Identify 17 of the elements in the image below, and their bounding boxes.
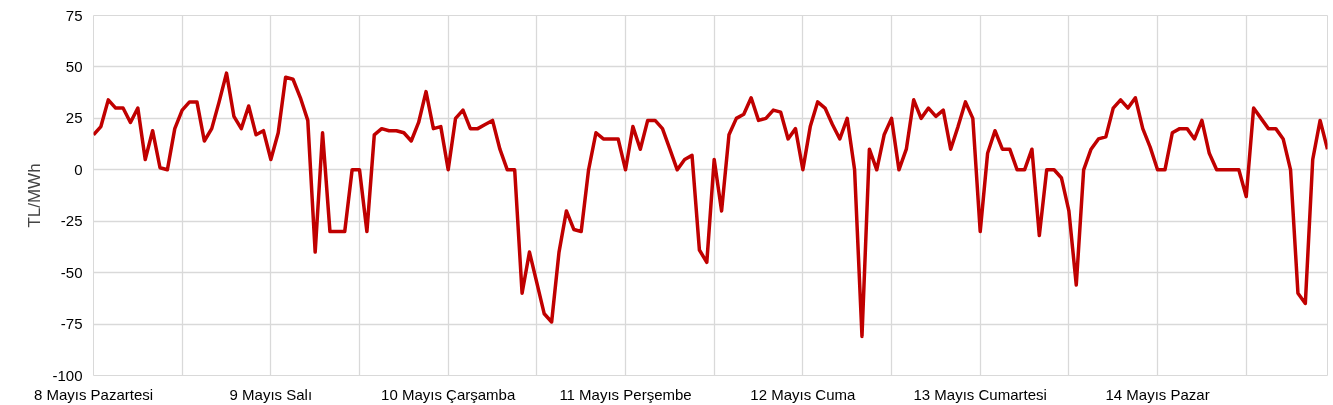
y-tick-label: 50 [65,57,83,75]
x-tick-label: 12 Mayıs Cuma [750,385,857,403]
y-tick-label: -50 [60,263,83,281]
x-tick-label: 8 Mayıs Pazartesi [33,385,154,403]
y-tick-label: -100 [52,366,83,384]
y-tick-label: -25 [60,212,83,230]
x-tick-label: 9 Mayıs Salı [229,385,313,403]
line-series [93,71,1328,339]
y-tick-label: -75 [60,315,83,333]
y-tick-label: 25 [65,109,83,127]
y-tick-label: 0 [74,160,83,178]
y-tick-label: 75 [65,6,83,24]
x-tick-label: 10 Mayıs Çarşamba [381,385,516,403]
y-axis-title: TL/MWh [25,163,45,228]
x-tick-label: 11 Mayıs Perşembe [559,385,692,403]
x-tick-label: 14 Mayıs Pazar [1105,385,1210,403]
x-tick-label: 13 Mayıs Cumartesi [913,385,1047,403]
